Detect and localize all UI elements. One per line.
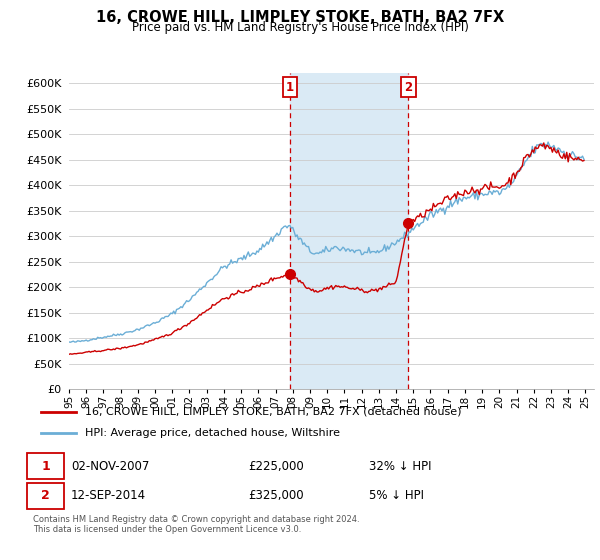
Text: 1: 1 xyxy=(41,460,50,473)
Text: HPI: Average price, detached house, Wiltshire: HPI: Average price, detached house, Wilt… xyxy=(85,428,340,438)
Text: Contains HM Land Registry data © Crown copyright and database right 2024.
This d: Contains HM Land Registry data © Crown c… xyxy=(33,515,359,534)
Text: 16, CROWE HILL, LIMPLEY STOKE, BATH, BA2 7FX (detached house): 16, CROWE HILL, LIMPLEY STOKE, BATH, BA2… xyxy=(85,407,461,417)
Text: 1: 1 xyxy=(286,81,294,94)
Text: Price paid vs. HM Land Registry's House Price Index (HPI): Price paid vs. HM Land Registry's House … xyxy=(131,21,469,34)
Text: 2: 2 xyxy=(404,81,412,94)
Text: £325,000: £325,000 xyxy=(248,489,304,502)
FancyBboxPatch shape xyxy=(27,454,64,479)
Text: 2: 2 xyxy=(41,489,50,502)
Bar xyxy=(290,73,408,389)
Text: 02-NOV-2007: 02-NOV-2007 xyxy=(71,460,149,473)
Text: 16, CROWE HILL, LIMPLEY STOKE, BATH, BA2 7FX: 16, CROWE HILL, LIMPLEY STOKE, BATH, BA2… xyxy=(96,10,504,25)
FancyBboxPatch shape xyxy=(27,483,64,509)
Text: £225,000: £225,000 xyxy=(248,460,304,473)
Text: 32% ↓ HPI: 32% ↓ HPI xyxy=(368,460,431,473)
Text: 12-SEP-2014: 12-SEP-2014 xyxy=(71,489,146,502)
Text: 5% ↓ HPI: 5% ↓ HPI xyxy=(368,489,424,502)
